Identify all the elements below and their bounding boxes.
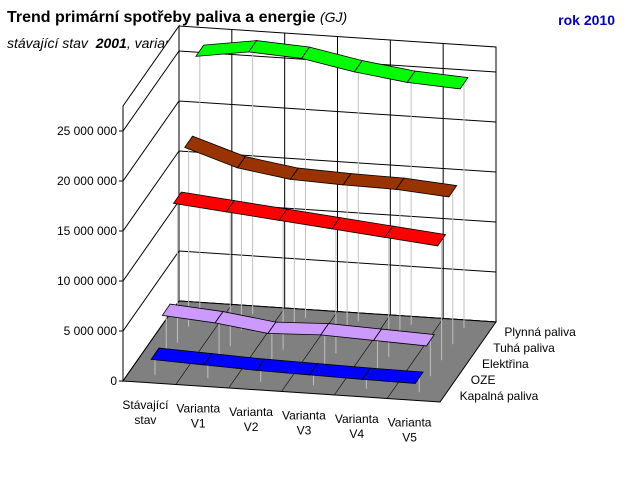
x-tick-label: Varianta (335, 412, 379, 426)
x-tick-label: V4 (349, 427, 364, 441)
floor-gridline (386, 318, 444, 399)
floor-gridline (334, 314, 391, 396)
y-tick-label: 20 000 000 (57, 174, 117, 188)
series-segment-kapalná-paliva (361, 367, 424, 384)
y-tick-label: 15 000 000 (57, 224, 117, 238)
chart-title-text: Trend primární spotřeby paliva a energie (7, 9, 316, 26)
x-tick-label: Stávající (122, 398, 169, 412)
series-segment-oze (372, 328, 436, 347)
y-tick-label: 5 000 000 (64, 324, 118, 338)
series-segment-oze (267, 321, 330, 336)
x-tick-label: Varianta (176, 401, 220, 415)
series-segment-elektřina (384, 225, 447, 247)
series-segment-plynná-paliva (406, 70, 469, 90)
chart-unit: (GJ) (320, 9, 348, 25)
chart-title: Trend primární spotřeby paliva a energie… (7, 9, 347, 27)
x-tick-label: V5 (402, 430, 417, 444)
series-segment-tuhá-paliva (395, 177, 458, 198)
x-tick-label: Varianta (282, 408, 326, 422)
x-tick-label: Varianta (229, 405, 273, 419)
subtitle-year: 2001 (95, 35, 127, 51)
x-tick-label: Varianta (388, 415, 432, 429)
series-label: Tuhá paliva (493, 341, 555, 355)
year-label: rok 2010 (558, 12, 615, 28)
series-label: OZE (471, 373, 496, 387)
subtitle-prefix: stávající stav (7, 35, 88, 51)
series-label: Elektřina (482, 357, 529, 371)
series-label: Kapalná paliva (460, 389, 539, 403)
y-tick-label: 25 000 000 (57, 124, 117, 138)
x-tick-label: V2 (244, 420, 259, 434)
x-tick-label: stav (134, 413, 156, 427)
y-tick-label: 0 (110, 374, 117, 388)
floor-gridline (228, 307, 285, 389)
x-tick-label: V1 (191, 416, 206, 430)
y-tick-label: 10 000 000 (57, 274, 117, 288)
x-tick-label: V3 (297, 423, 312, 437)
series-label: Plynná paliva (504, 325, 576, 339)
